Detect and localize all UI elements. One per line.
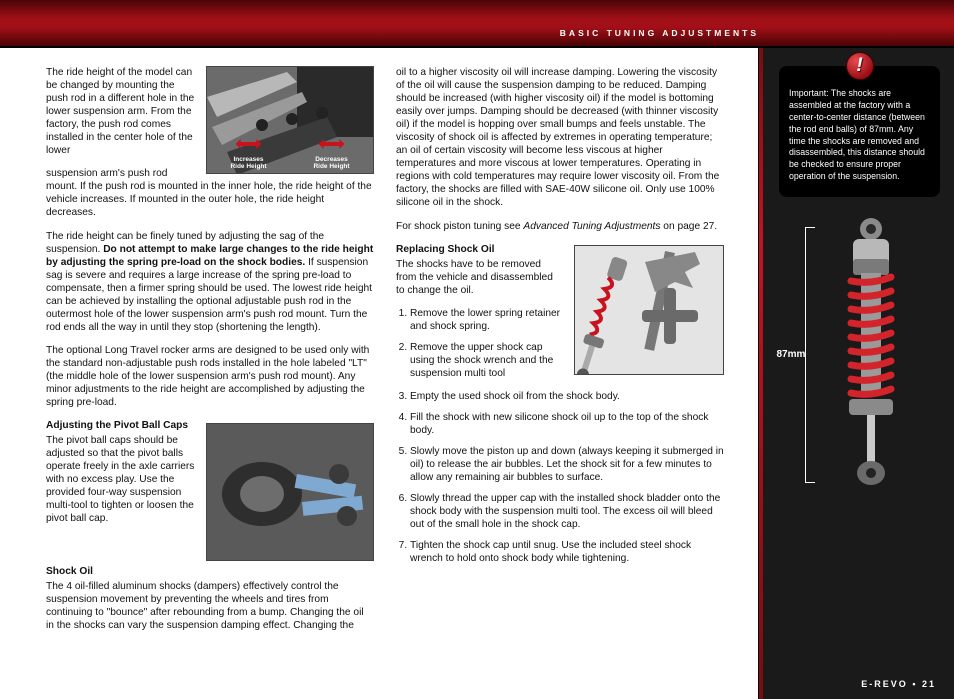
arrow-decrease-icon (319, 139, 345, 149)
body-text: The shocks have to be removed from the v… (396, 258, 566, 297)
figure-pushrod: IncreasesRide Height DecreasesRide Heigh… (206, 66, 374, 174)
page-footer: E-REVO • 21 (861, 679, 936, 689)
main-columns: IncreasesRide Height DecreasesRide Heigh… (0, 48, 758, 699)
step-item: Empty the used shock oil from the shock … (410, 390, 724, 403)
page-body: IncreasesRide Height DecreasesRide Heigh… (0, 48, 954, 699)
figure-shock-parts (574, 245, 724, 375)
important-callout: ! Important: The shocks are assembled at… (779, 66, 940, 197)
heading-shock-oil: Shock Oil (46, 565, 374, 578)
caption-increase: IncreasesRide Height (230, 156, 266, 170)
step-item: Slowly thread the upper cap with the ins… (410, 492, 724, 531)
step-item: Slowly move the piston up and down (alwa… (410, 445, 724, 484)
dimension-bracket (805, 227, 815, 483)
dimension-label: 87mm (777, 349, 806, 360)
body-text: The ride height can be finely tuned by a… (46, 230, 374, 334)
important-icon: ! (846, 52, 874, 80)
figure-pivot-ball (206, 423, 374, 561)
column-right: oil to a higher viscosity oil will incre… (396, 66, 724, 699)
caption-decrease: DecreasesRide Height (313, 156, 349, 170)
body-text: The optional Long Travel rocker arms are… (46, 344, 374, 409)
step-item: Tighten the shock cap until snug. Use th… (410, 539, 724, 565)
header-bar: BASIC TUNING ADJUSTMENTS (0, 0, 954, 48)
body-text: For shock piston tuning see Advanced Tun… (396, 220, 724, 233)
step-item: Remove the lower spring retainer and sho… (410, 307, 571, 333)
steps-list-b: Empty the used shock oil from the shock … (396, 390, 724, 566)
sidebar-accent (759, 48, 763, 699)
step-item: Remove the upper shock cap using the sho… (410, 341, 571, 380)
arrow-increase-icon (236, 139, 262, 149)
body-text: The 4 oil-filled aluminum shocks (damper… (46, 580, 374, 632)
section-title: BASIC TUNING ADJUSTMENTS (560, 28, 759, 38)
steps-list-a: Remove the lower spring retainer and sho… (396, 307, 571, 380)
sidebar: ! Important: The shocks are assembled at… (758, 48, 954, 699)
body-text: oil to a higher viscosity oil will incre… (396, 66, 724, 210)
column-left: IncreasesRide Height DecreasesRide Heigh… (46, 66, 374, 699)
figure-shock-dimension: 87mm (799, 215, 915, 495)
step-item: Fill the shock with new silicone shock o… (410, 411, 724, 437)
body-text: suspension arm's push rod mount. If the … (46, 167, 374, 219)
